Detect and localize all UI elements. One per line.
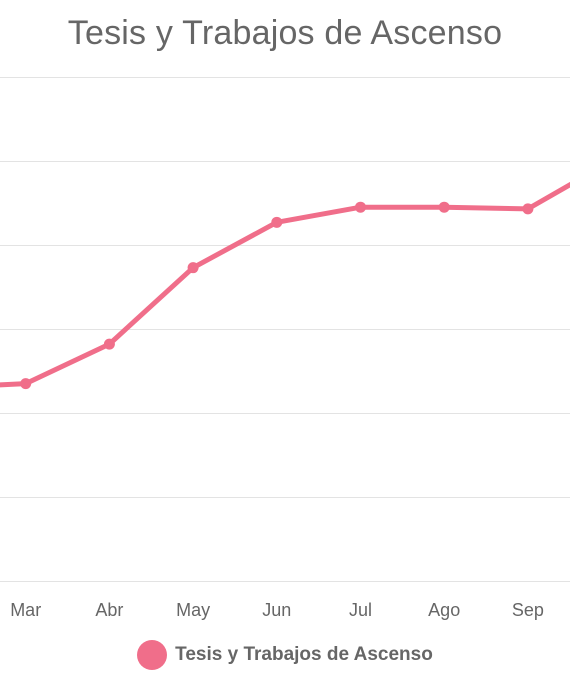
data-point-mar[interactable] xyxy=(20,378,32,390)
legend-swatch xyxy=(137,640,168,670)
series-line xyxy=(0,181,570,388)
data-point-sep[interactable] xyxy=(522,203,534,215)
data-point-abr[interactable] xyxy=(103,338,115,350)
data-point-jul[interactable] xyxy=(355,201,366,213)
data-point-may[interactable] xyxy=(187,262,199,274)
x-tick-label: Ago xyxy=(428,600,460,620)
x-tick-label: Sep xyxy=(512,600,544,620)
chart-title: Tesis y Trabajos de Ascenso xyxy=(67,14,503,52)
x-tick-label: Jul xyxy=(349,600,372,620)
x-tick-label: Mar xyxy=(10,600,41,620)
x-tick-label: Abr xyxy=(95,600,123,620)
data-point-ago[interactable] xyxy=(438,201,450,213)
legend[interactable]: Tesis y Trabajos de Ascenso xyxy=(0,640,570,670)
x-tick-label: May xyxy=(176,600,210,620)
data-point-jun[interactable] xyxy=(271,216,283,228)
legend-label: Tesis y Trabajos de Ascenso xyxy=(175,644,433,665)
x-tick-label: Jun xyxy=(262,600,291,620)
